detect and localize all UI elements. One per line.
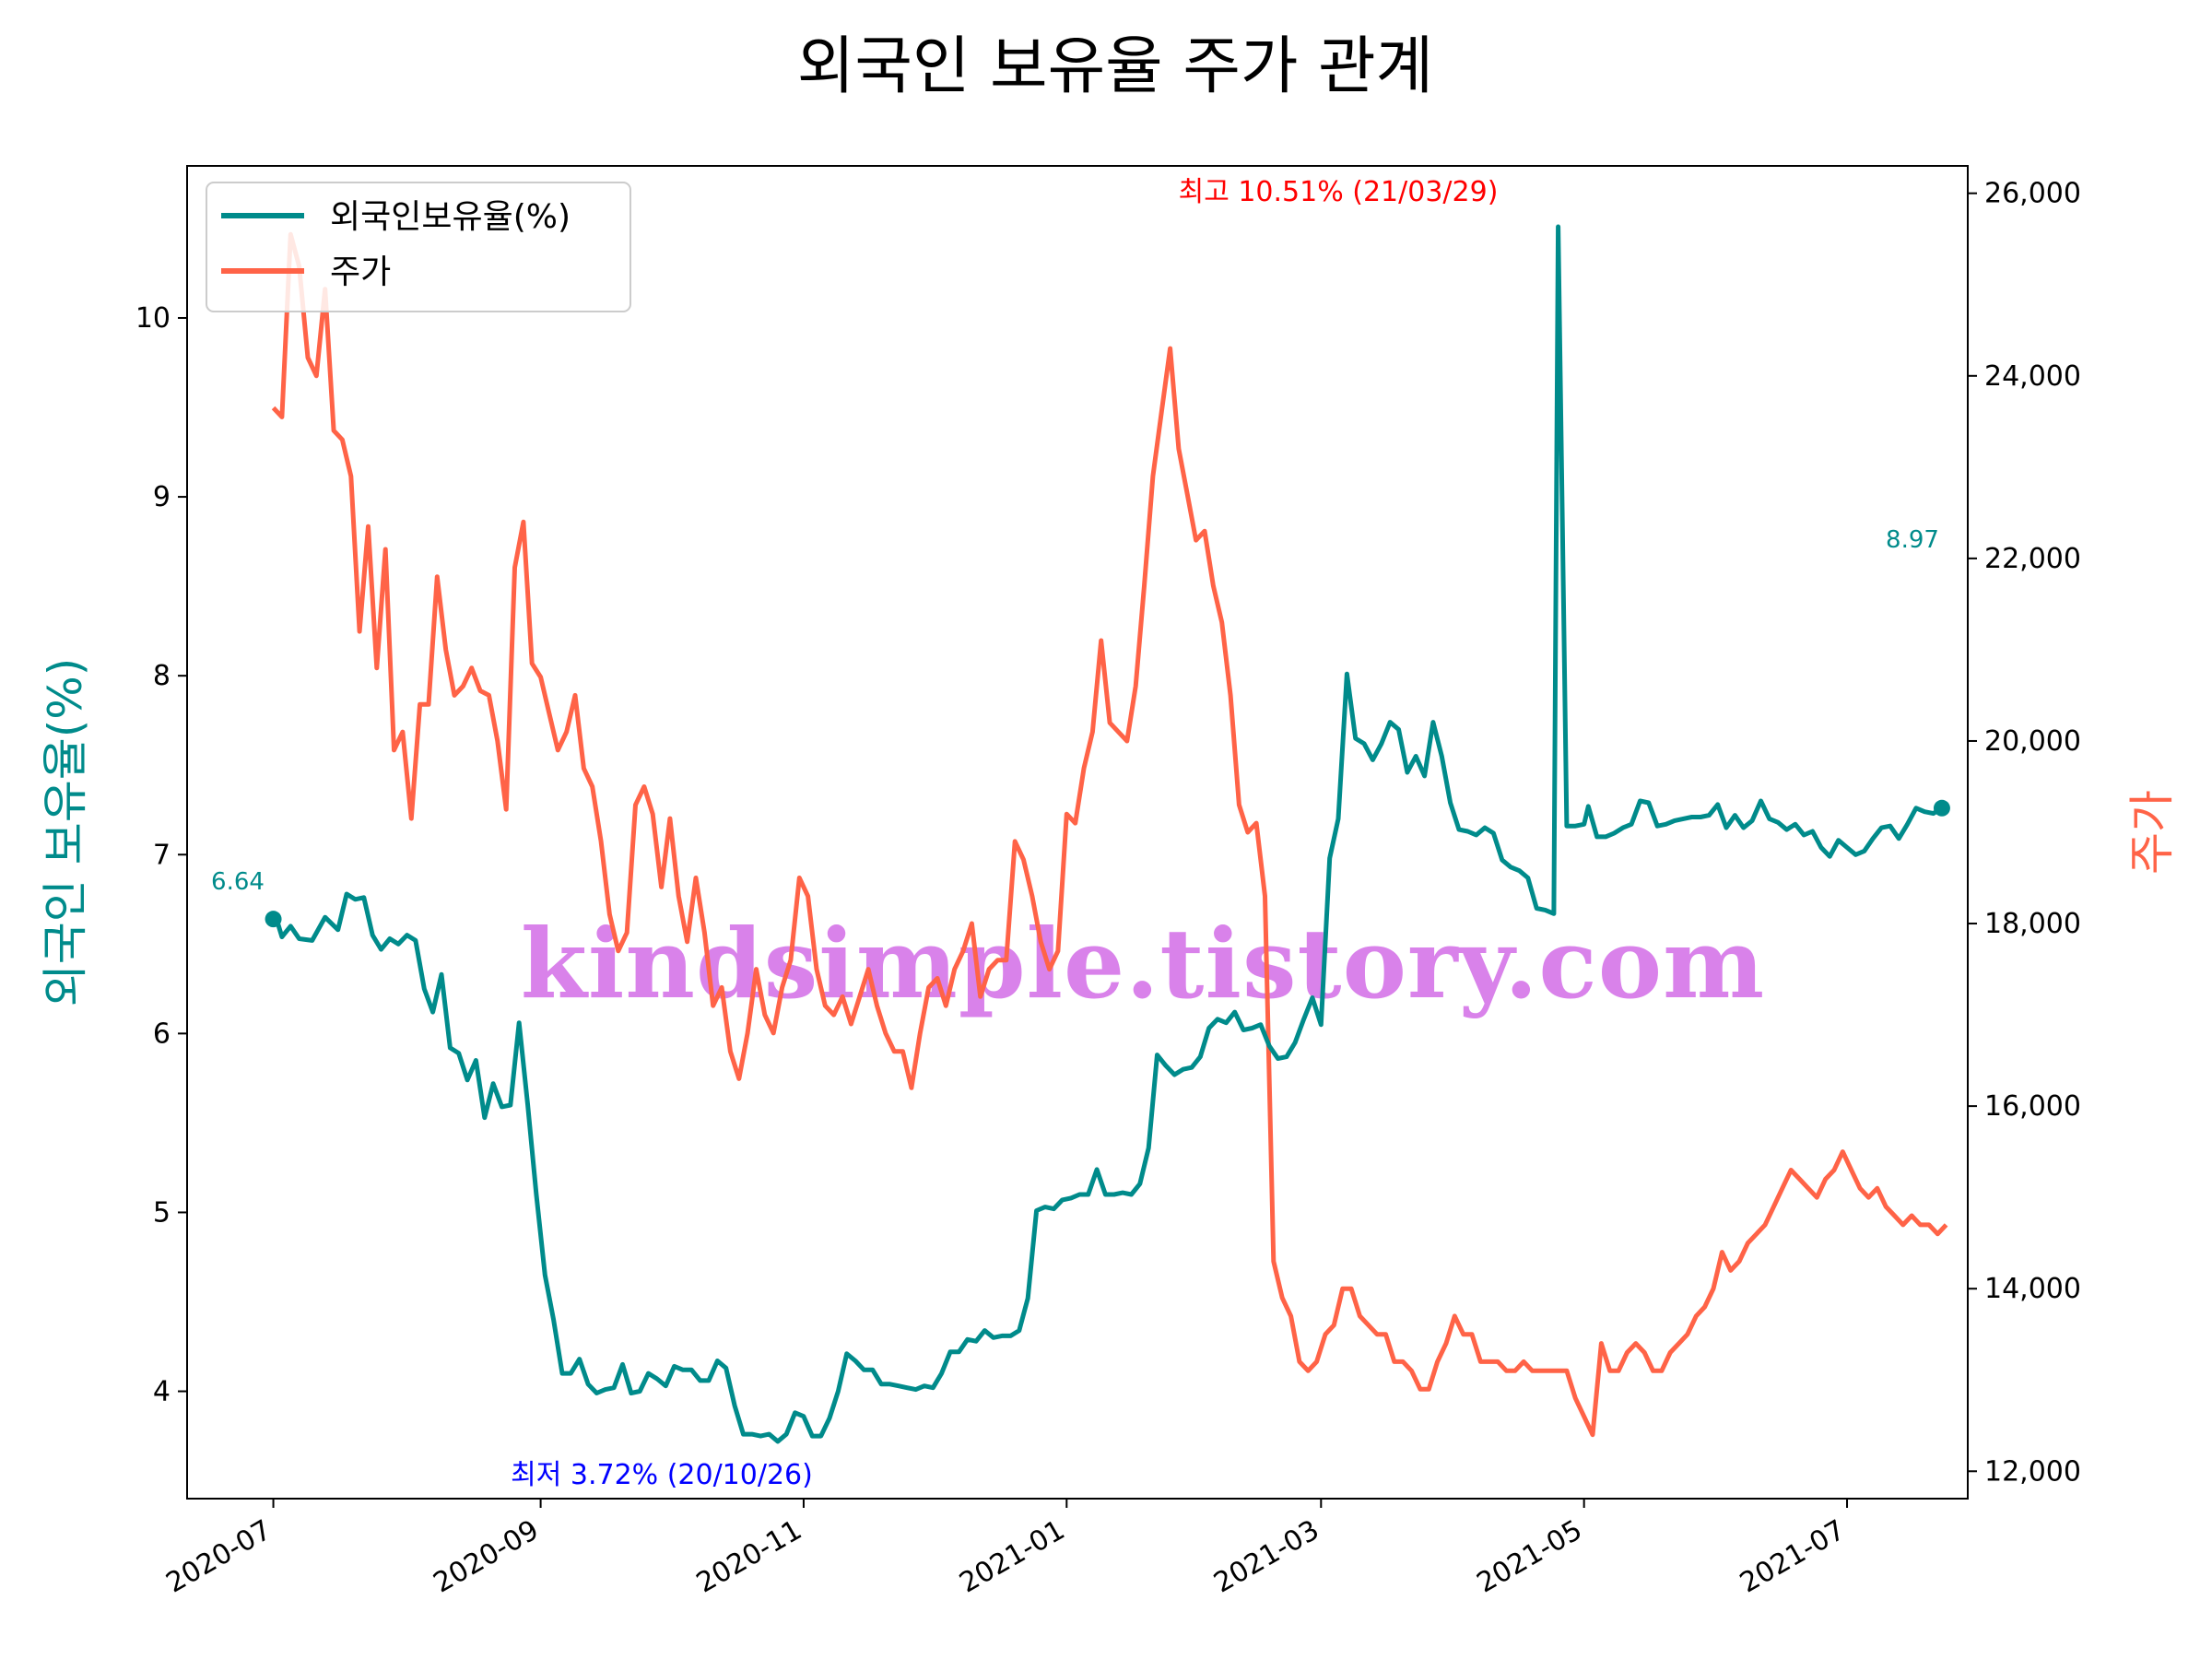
y-axis-label-right: 주가 [2125, 790, 2179, 875]
plot-area [187, 166, 1968, 1499]
left-tick-label: 10 [135, 302, 171, 335]
start-marker [265, 911, 282, 928]
legend-box [206, 182, 631, 312]
min-annotation: 최저 3.72% (20/10/26) [511, 1459, 813, 1491]
left-tick-label: 7 [153, 839, 171, 871]
series-line-holding [271, 224, 1944, 1444]
max-annotation: 최고 10.51% (21/03/29) [1179, 176, 1499, 208]
plot-frame [186, 165, 1969, 1500]
right-tick-label: 18,000 [1984, 908, 2081, 940]
x-tick-label: 2021-03 [1208, 1514, 1324, 1600]
x-tick-label: 2020-09 [429, 1514, 545, 1600]
right-tick-label: 20,000 [1984, 725, 2081, 758]
x-tick-label: 2020-07 [160, 1514, 276, 1600]
left-tick-label: 5 [153, 1196, 171, 1229]
left-tick-label: 8 [153, 660, 171, 692]
left-tick-label: 9 [153, 481, 171, 513]
left-tick-label: 4 [153, 1376, 171, 1408]
right-tick-label: 24,000 [1984, 360, 2081, 393]
chart-title: 외국인 보유율 주가 관계 [797, 30, 1433, 103]
x-tick-label: 2021-07 [1735, 1514, 1851, 1600]
right-tick-label: 22,000 [1984, 543, 2081, 575]
right-tick-label: 16,000 [1984, 1090, 2081, 1123]
x-tick-label: 2021-05 [1472, 1514, 1588, 1600]
right-tick-label: 26,000 [1984, 178, 2081, 210]
left-tick-label: 6 [153, 1018, 171, 1050]
end-marker [1933, 799, 1950, 817]
x-tick-label: 2021-01 [954, 1514, 1070, 1600]
legend-label-holding: 외국인보유율(%) [330, 198, 571, 236]
right-tick-label: 12,000 [1984, 1455, 2081, 1488]
end-value-label: 8.97 [1886, 526, 1939, 554]
legend: 외국인보유율(%) 주가 [206, 182, 631, 312]
series-line-price [271, 231, 1948, 1438]
start-value-label: 6.64 [211, 868, 265, 896]
y-axis-label-left: 외국인 보유율(%) [39, 658, 92, 1006]
watermark: kindsimple.tistory.com [521, 907, 1765, 1020]
legend-label-price: 주가 [330, 253, 391, 291]
right-tick-label: 14,000 [1984, 1273, 2081, 1305]
x-tick-label: 2020-11 [691, 1514, 807, 1600]
